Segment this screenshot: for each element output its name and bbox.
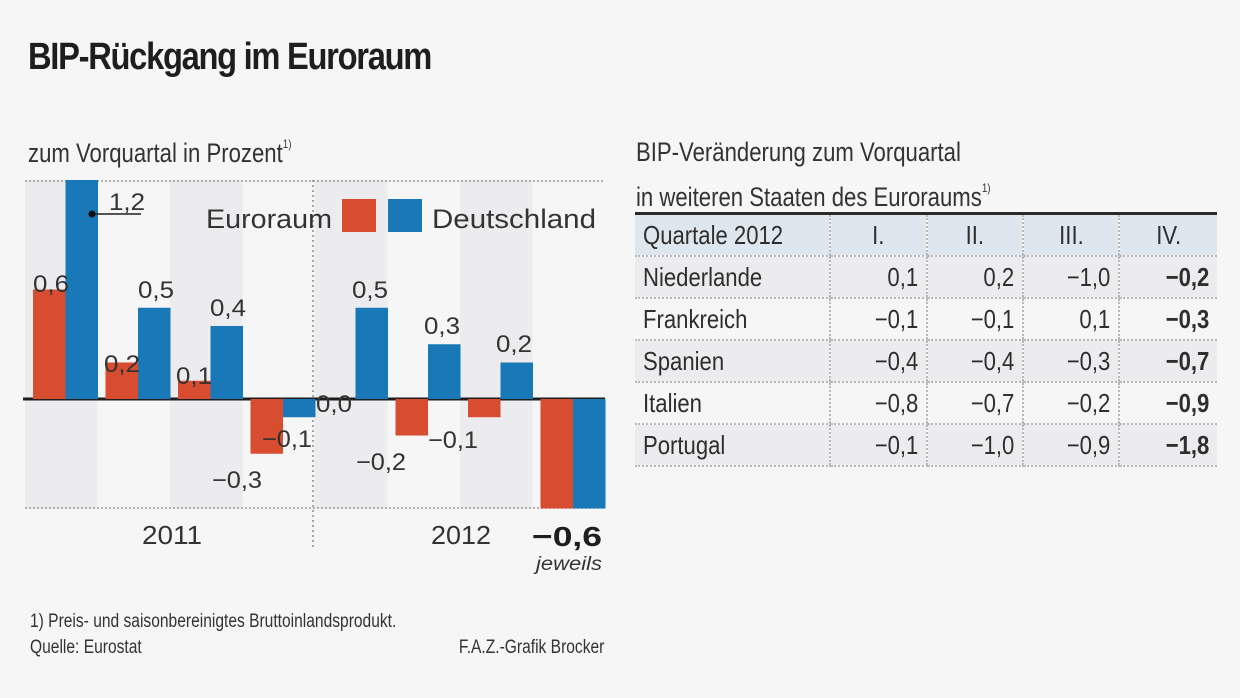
- value-cell-q4: −0,9: [1118, 382, 1217, 425]
- bar-deutschland-2012-q2: [428, 344, 461, 399]
- bar-euroraum-2011-q4: [250, 399, 283, 454]
- legend-swatch-deutschland: [388, 199, 422, 232]
- bar-deutschland-2011-q4: [283, 399, 316, 418]
- source: Quelle: Eurostat: [30, 637, 142, 658]
- footnote: 1) Preis- und saisonbereinigtes Bruttoin…: [30, 611, 397, 632]
- value-label: 0,0: [316, 391, 352, 418]
- header-q4: IV.: [1118, 215, 1217, 257]
- annotation-value: −0,6: [532, 521, 602, 552]
- year-label-2011: 2011: [142, 520, 202, 550]
- value-cell: −0,4: [926, 340, 1023, 383]
- table-title-line1: BIP-Veränderung zum Vorquartal: [636, 137, 961, 167]
- table-title: BIP-Veränderung zum Vorquartal in weiter…: [636, 134, 991, 215]
- value-cell: −1,0: [926, 424, 1023, 467]
- chart-subtitle: zum Vorquartal in Prozent1): [28, 137, 292, 169]
- callout-dot: [88, 210, 96, 218]
- table-header-row: Quartale 2012 I. II. III. IV.: [635, 215, 1217, 257]
- header-quartale: Quartale 2012: [635, 215, 830, 257]
- value-label: 0,5: [138, 277, 174, 304]
- value-label: −0,2: [356, 449, 406, 476]
- year-label-2012: 2012: [431, 520, 491, 550]
- value-cell: −1,0: [1022, 256, 1119, 299]
- country-cell: Frankreich: [635, 298, 830, 341]
- bar-euroraum-2012-q3: [468, 399, 501, 418]
- value-label: 0,2: [496, 331, 532, 358]
- table-row: Niederlande 0,1 0,2 −1,0 −0,2: [635, 256, 1217, 299]
- value-cell: −0,7: [926, 382, 1023, 425]
- column-band: [460, 180, 533, 508]
- value-label: 0,1: [176, 363, 212, 390]
- value-cell: −0,1: [926, 298, 1023, 341]
- value-label: 0,5: [352, 277, 388, 304]
- table-row: Frankreich −0,1 −0,1 0,1 −0,3: [635, 298, 1217, 341]
- bar-chart: 0,6 0,2 0,1 −0,3 0,0 −0,2 −0,1 1,2 0,5 0,4 −0,1 0,5…: [23, 180, 606, 575]
- value-cell: −0,4: [829, 340, 927, 383]
- gdp-table: Quartale 2012 I. II. III. IV. Niederland…: [635, 212, 1217, 467]
- value-cell: −0,1: [829, 424, 927, 467]
- legend-label-deutschland: Deutschland: [432, 204, 596, 234]
- value-cell: −0,2: [1022, 382, 1119, 425]
- country-cell: Niederlande: [635, 256, 830, 299]
- value-cell: 0,2: [926, 256, 1023, 299]
- header-q3: III.: [1022, 215, 1119, 257]
- legend: Euroraum Deutschland: [206, 199, 596, 234]
- header-q1: I.: [829, 215, 927, 257]
- value-cell-q4: −0,7: [1118, 340, 1217, 383]
- value-cell: −0,1: [829, 298, 927, 341]
- bar-deutschland-2012-q4: [573, 399, 606, 509]
- footnote-marker: 1): [282, 137, 292, 151]
- value-label: 0,4: [210, 295, 246, 322]
- chart-title: BIP-Rückgang im Euroraum: [28, 36, 432, 78]
- legend-label-euroraum: Euroraum: [206, 204, 332, 234]
- value-cell: −0,8: [829, 382, 927, 425]
- table-title-line2: in weiteren Staaten des Euroraums1): [636, 170, 991, 215]
- value-label: −0,1: [428, 427, 478, 454]
- value-label: 0,6: [33, 271, 69, 298]
- subtitle-text: zum Vorquartal in Prozent: [28, 138, 283, 168]
- value-label: −0,1: [262, 426, 312, 453]
- value-cell: −0,9: [1022, 424, 1119, 467]
- value-label: −0,3: [212, 467, 262, 494]
- value-label: 1,2: [109, 189, 145, 216]
- value-cell-q4: −1,8: [1118, 424, 1217, 467]
- country-cell: Portugal: [635, 424, 830, 467]
- legend-swatch-euroraum: [342, 199, 376, 232]
- value-cell: 0,1: [1022, 298, 1119, 341]
- header-q2: II.: [926, 215, 1023, 257]
- value-cell-q4: −0,3: [1118, 298, 1217, 341]
- value-label: 0,3: [424, 313, 460, 340]
- credit: F.A.Z.-Grafik Brocker: [458, 637, 604, 658]
- country-cell: Italien: [635, 382, 830, 425]
- bar-euroraum-2011-q2: [105, 362, 138, 399]
- bar-euroraum-2012-q2: [395, 399, 428, 436]
- table-row: Portugal −0,1 −1,0 −0,9 −1,8: [635, 424, 1217, 467]
- bar-deutschland-2011-q2: [138, 307, 171, 399]
- bar-deutschland-2012-q3: [500, 362, 533, 399]
- table-row: Italien −0,8 −0,7 −0,2 −0,9: [635, 382, 1217, 425]
- bar-euroraum-2011-q1: [33, 289, 66, 399]
- value-cell: −0,3: [1022, 340, 1119, 383]
- table-title-line2-text: in weiteren Staaten des Euroraums: [636, 182, 982, 212]
- value-cell-q4: −0,2: [1118, 256, 1217, 299]
- value-cell: 0,1: [829, 256, 927, 299]
- bar-deutschland-2011-q3: [210, 326, 243, 399]
- table-row: Spanien −0,4 −0,4 −0,3 −0,7: [635, 340, 1217, 383]
- value-label: 0,2: [104, 351, 140, 378]
- bar-euroraum-2012-q4: [540, 399, 573, 509]
- bar-euroraum-2011-q3: [178, 380, 211, 399]
- table-footnote-marker: 1): [981, 181, 991, 195]
- bar-deutschland-2012-q1: [355, 307, 388, 399]
- annotation-note: jeweils: [533, 554, 603, 575]
- country-cell: Spanien: [635, 340, 830, 383]
